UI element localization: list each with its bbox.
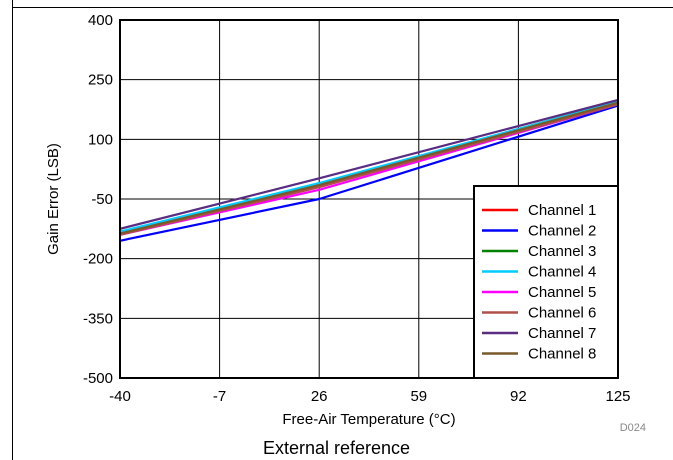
x-tick-label: 26 — [311, 388, 328, 405]
x-axis-title: Free-Air Temperature (°C) — [282, 411, 455, 428]
legend-label-channel-4: Channel 4 — [528, 264, 596, 281]
series-line-channel-2 — [119, 104, 619, 242]
y-tick-label: -500 — [83, 370, 113, 387]
y-tick-label: 400 — [88, 12, 113, 29]
frame-top-line — [12, 7, 673, 8]
y-tick-label: -350 — [83, 310, 113, 327]
x-tick-label: 92 — [510, 388, 527, 405]
series-line-channel-4 — [119, 100, 619, 233]
legend-label-channel-2: Channel 2 — [528, 223, 596, 240]
legend-label-channel-1: Channel 1 — [528, 202, 596, 219]
y-tick-label: 100 — [88, 131, 113, 148]
legend-label-channel-7: Channel 7 — [528, 325, 596, 342]
chart-caption: External reference — [262, 438, 411, 458]
series-line-channel-6 — [119, 103, 619, 236]
x-tick-label: 125 — [605, 388, 630, 405]
y-axis-ticks: 400 250 100 -50 -200 -350 -500 — [83, 12, 113, 387]
y-tick-label: -200 — [83, 251, 113, 268]
gain-error-chart: -40 -7 26 59 92 125 400250100-50-200-350-500 … — [45, 12, 646, 434]
y-tick-label: -50 — [91, 191, 113, 208]
y-tick-label: 250 — [88, 72, 113, 89]
legend-label-channel-5: Channel 5 — [528, 284, 596, 301]
x-tick-label: -40 — [109, 388, 131, 405]
x-tick-label: -7 — [213, 388, 226, 405]
series-lines — [119, 98, 619, 242]
figure-id: D024 — [620, 422, 646, 434]
legend-label-channel-8: Channel 8 — [528, 346, 596, 363]
series-line-channel-7 — [119, 98, 619, 230]
legend: Channel 1 Channel 2 Channel 3 Channel 4 Chan… — [473, 185, 619, 379]
legend-label-channel-3: Channel 3 — [528, 243, 596, 260]
series-line-channel-8 — [119, 101, 619, 235]
x-axis-ticks: -40 -7 26 59 92 125 — [109, 388, 630, 405]
legend-label-channel-6: Channel 6 — [528, 305, 596, 322]
frame-left-line — [12, 0, 13, 460]
y-axis-title: Gain Error (LSB) — [45, 143, 62, 255]
x-tick-label: 59 — [410, 388, 427, 405]
legend-box — [473, 185, 619, 379]
